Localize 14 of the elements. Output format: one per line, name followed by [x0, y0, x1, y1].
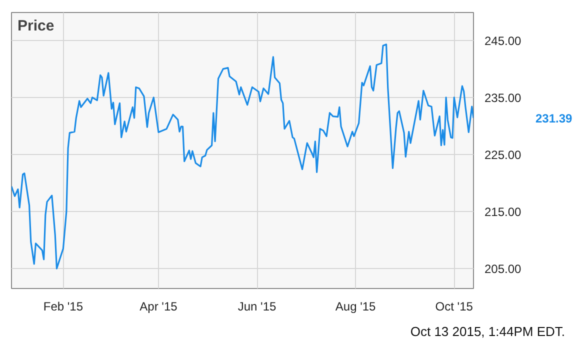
y-tick-label: 245.00: [484, 34, 522, 48]
y-tick-label: 235.00: [484, 90, 522, 105]
x-tick-label: Apr '15: [140, 300, 178, 314]
x-tick-label: Feb '15: [43, 300, 84, 314]
text: 231.39: [536, 112, 573, 126]
text: Oct 13 2015, 1:44PM EDT.: [410, 323, 565, 341]
x-tick-label: Jun '15: [238, 300, 277, 314]
x-tick-label: Oct '15: [435, 300, 474, 314]
y-tick-label: 225.00: [484, 148, 522, 162]
line-series: [12, 44, 474, 270]
y-tick-label: 205.00: [484, 262, 522, 276]
chart-title: Price: [18, 18, 54, 34]
y-tick-label: 215.00: [484, 205, 522, 220]
x-tick-label: Aug '15: [335, 300, 376, 314]
